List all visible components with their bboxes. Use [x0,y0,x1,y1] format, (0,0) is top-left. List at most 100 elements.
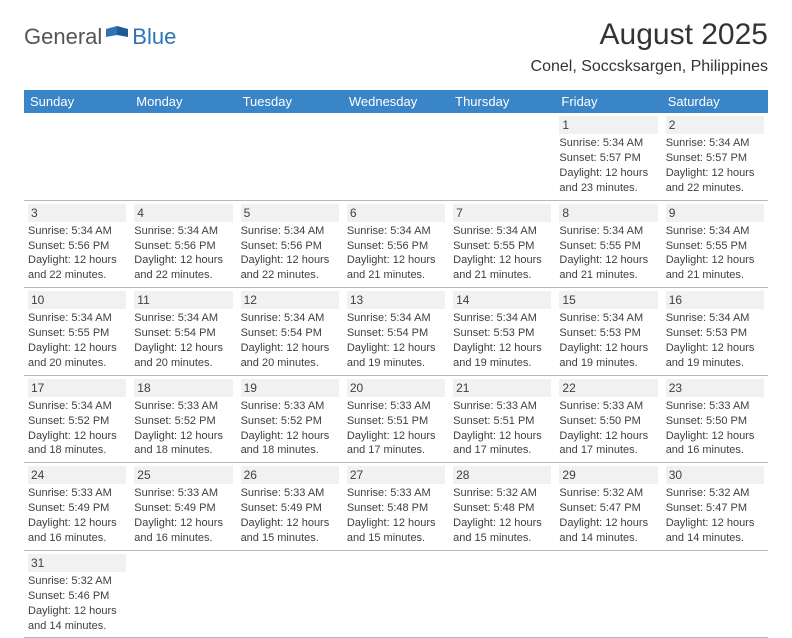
sunrise-line: Sunrise: 5:32 AM [666,486,764,501]
sunset-line: Sunset: 5:47 PM [559,501,657,516]
day-number: 6 [347,204,445,222]
daylight-line: Daylight: 12 hours and 17 minutes. [453,429,551,459]
calendar-cell: 20Sunrise: 5:33 AMSunset: 5:51 PMDayligh… [343,375,449,463]
sunrise-line: Sunrise: 5:33 AM [28,486,126,501]
day-number: 4 [134,204,232,222]
sunset-line: Sunset: 5:56 PM [134,239,232,254]
day-number: 18 [134,379,232,397]
calendar-cell: 17Sunrise: 5:34 AMSunset: 5:52 PMDayligh… [24,375,130,463]
sunrise-line: Sunrise: 5:33 AM [347,486,445,501]
sunrise-line: Sunrise: 5:33 AM [134,399,232,414]
day-number: 20 [347,379,445,397]
weekday-header-row: Sunday Monday Tuesday Wednesday Thursday… [24,90,768,113]
day-number: 17 [28,379,126,397]
sunrise-line: Sunrise: 5:34 AM [666,311,764,326]
sunset-line: Sunset: 5:53 PM [559,326,657,341]
calendar-cell: 5Sunrise: 5:34 AMSunset: 5:56 PMDaylight… [237,200,343,288]
day-number: 22 [559,379,657,397]
calendar-cell: 19Sunrise: 5:33 AMSunset: 5:52 PMDayligh… [237,375,343,463]
sunset-line: Sunset: 5:56 PM [28,239,126,254]
daylight-line: Daylight: 12 hours and 20 minutes. [28,341,126,371]
calendar-row: 10Sunrise: 5:34 AMSunset: 5:55 PMDayligh… [24,288,768,376]
calendar-cell: 18 Sunrise: 5:33 AMSunset: 5:52 PMDayligh… [130,375,236,463]
day-number: 31 [28,554,126,572]
sunset-line: Sunset: 5:57 PM [559,151,657,166]
daylight-line: Daylight: 12 hours and 22 minutes. [241,253,339,283]
calendar-cell: 8Sunrise: 5:34 AMSunset: 5:55 PMDaylight… [555,200,661,288]
daylight-line: Daylight: 12 hours and 19 minutes. [559,341,657,371]
daylight-line: Daylight: 12 hours and 20 minutes. [241,341,339,371]
daylight-line: Daylight: 12 hours and 16 minutes. [666,429,764,459]
day-number: 9 [666,204,764,222]
calendar-cell: 28Sunrise: 5:32 AMSunset: 5:48 PMDayligh… [449,463,555,551]
sunset-line: Sunset: 5:54 PM [241,326,339,341]
sunset-line: Sunset: 5:55 PM [453,239,551,254]
calendar-body: 1 Sunrise: 5:34 AM Sunset: 5:57 PM Daylight… [24,113,768,638]
day-number: 13 [347,291,445,309]
sunrise-line: Sunrise: 5:33 AM [241,399,339,414]
sunrise-line: Sunrise: 5:34 AM [453,224,551,239]
daylight-line: Daylight: 12 hours and 17 minutes. [347,429,445,459]
daylight-line: Daylight: 12 hours and 17 minutes. [559,429,657,459]
calendar-cell: 6 Sunrise: 5:34 AMSunset: 5:56 PMDaylight… [343,200,449,288]
day-number: 26 [241,466,339,484]
calendar-cell [343,113,449,200]
calendar-row: 17Sunrise: 5:34 AMSunset: 5:52 PMDayligh… [24,375,768,463]
daylight-line: Daylight: 12 hours and 15 minutes. [453,516,551,546]
daylight-line: Daylight: 12 hours and 21 minutes. [453,253,551,283]
sunrise-line: Sunrise: 5:34 AM [559,311,657,326]
sunrise-line: Sunrise: 5:34 AM [241,224,339,239]
calendar-row: 24Sunrise: 5:33 AMSunset: 5:49 PMDayligh… [24,463,768,551]
calendar-table: Sunday Monday Tuesday Wednesday Thursday… [24,90,768,638]
daylight-line: Daylight: 12 hours and 18 minutes. [134,429,232,459]
daylight-line: Daylight: 12 hours and 21 minutes. [347,253,445,283]
daylight-line: Daylight: 12 hours and 14 minutes. [28,604,126,634]
calendar-cell [237,550,343,638]
brand-part2: Blue [132,24,176,50]
sunset-line: Sunset: 5:52 PM [134,414,232,429]
day-number: 25 [134,466,232,484]
sunrise-line: Sunrise: 5:32 AM [559,486,657,501]
weekday-header: Tuesday [237,90,343,113]
brand-logo: General Blue [24,24,176,50]
day-number: 1 [559,116,657,134]
sunset-line: Sunset: 5:54 PM [134,326,232,341]
sunset-line: Sunset: 5:53 PM [666,326,764,341]
daylight-line: Daylight: 12 hours and 22 minutes. [134,253,232,283]
calendar-cell: 12Sunrise: 5:34 AMSunset: 5:54 PMDayligh… [237,288,343,376]
day-number: 24 [28,466,126,484]
brand-part1: General [24,24,102,50]
sunset-line: Sunset: 5:47 PM [666,501,764,516]
sunrise-line: Sunrise: 5:32 AM [28,574,126,589]
sunset-line: Sunset: 5:56 PM [241,239,339,254]
calendar-cell: 24Sunrise: 5:33 AMSunset: 5:49 PMDayligh… [24,463,130,551]
flag-icon [106,26,128,49]
day-number: 2 [666,116,764,134]
sunrise-line: Sunrise: 5:34 AM [134,311,232,326]
header: General Blue August 2025 Conel, Soccsksa… [24,18,768,76]
daylight-line: Daylight: 12 hours and 21 minutes. [559,253,657,283]
daylight-line: Daylight: 12 hours and 19 minutes. [453,341,551,371]
sunrise-line: Sunrise: 5:33 AM [453,399,551,414]
daylight-line: Daylight: 12 hours and 21 minutes. [666,253,764,283]
day-number: 8 [559,204,657,222]
calendar-cell: 14Sunrise: 5:34 AMSunset: 5:53 PMDayligh… [449,288,555,376]
day-number: 27 [347,466,445,484]
calendar-cell: 2Sunrise: 5:34 AMSunset: 5:57 PMDaylight… [662,113,768,200]
daylight-line: Daylight: 12 hours and 14 minutes. [666,516,764,546]
weekday-header: Sunday [24,90,130,113]
daylight-line: Daylight: 12 hours and 14 minutes. [559,516,657,546]
daylight-line: Daylight: 12 hours and 19 minutes. [347,341,445,371]
daylight-line: Daylight: 12 hours and 16 minutes. [134,516,232,546]
sunset-line: Sunset: 5:56 PM [347,239,445,254]
day-number: 16 [666,291,764,309]
calendar-cell [449,113,555,200]
sunrise-line: Sunrise: 5:34 AM [666,136,764,151]
day-number: 7 [453,204,551,222]
calendar-cell: 13Sunrise: 5:34 AMSunset: 5:54 PMDayligh… [343,288,449,376]
sunrise-line: Sunrise: 5:34 AM [347,224,445,239]
calendar-row: 3Sunrise: 5:34 AMSunset: 5:56 PMDaylight… [24,200,768,288]
sunset-line: Sunset: 5:50 PM [559,414,657,429]
sunrise-line: Sunrise: 5:33 AM [666,399,764,414]
day-number: 23 [666,379,764,397]
